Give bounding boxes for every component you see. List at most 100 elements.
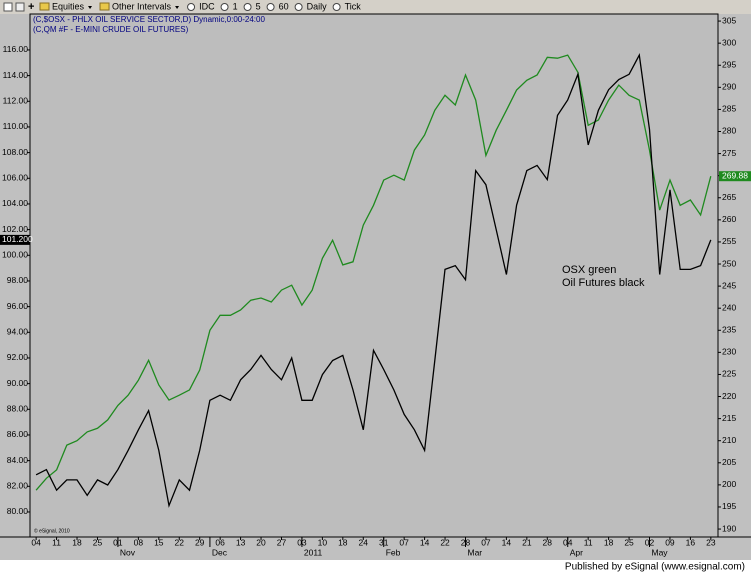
x-tick-label: 20 <box>256 537 266 547</box>
y2-tick-label: 215 <box>722 413 736 423</box>
x-tick-label: 09 <box>665 537 675 547</box>
series-line <box>35 54 712 491</box>
y-tick-label: 98.00 <box>7 275 29 285</box>
x-tick-label: 14 <box>420 537 430 547</box>
y2-tick-label: 275 <box>722 148 736 158</box>
x-tick-label: 04 <box>31 537 41 547</box>
legend-entry: (C,$OSX - PHLX OIL SERVICE SECTOR,D) Dyn… <box>33 15 265 24</box>
y-tick-label: 110.00 <box>3 121 29 131</box>
y2-tick-label: 200 <box>722 479 736 489</box>
x-month-label: Dec <box>212 547 228 557</box>
radio-icon <box>266 3 275 11</box>
legend-entry: (C,QM #F - E-MINI CRUDE OIL FUTURES) <box>33 25 189 34</box>
x-tick-label: 29 <box>195 537 205 547</box>
x-tick-label: 21 <box>522 537 532 547</box>
x-tick-label: 23 <box>706 537 716 547</box>
y2-tick-label: 230 <box>722 347 736 357</box>
y2-tick-label: 210 <box>722 435 736 445</box>
last-value-badge <box>0 234 30 245</box>
y2-tick-label: 280 <box>722 126 736 136</box>
y-tick-label: 114.00 <box>3 70 29 80</box>
last-value-label: 101.200 <box>2 234 33 244</box>
x-tick-label: 25 <box>93 537 103 547</box>
x-tick-label: 18 <box>338 537 348 547</box>
x-tick-label: 07 <box>399 537 409 547</box>
x-tick-label: 08 <box>134 537 144 547</box>
y2-tick-label: 305 <box>722 15 736 25</box>
y-tick-label: 106.00 <box>2 173 28 183</box>
folder-icon <box>39 2 50 11</box>
y-tick-label: 90.00 <box>7 378 29 388</box>
x-month-label: Feb <box>386 547 401 557</box>
x-tick-label: 24 <box>359 537 369 547</box>
annotation: Oil Futures black <box>562 277 645 289</box>
x-tick-label: 13 <box>236 537 246 547</box>
y-tick-label: 82.00 <box>7 481 29 491</box>
x-tick-label: 22 <box>175 537 185 547</box>
x-tick-label: 15 <box>154 537 164 547</box>
last-value-label: 269.88 <box>722 170 748 180</box>
toolbar-item[interactable]: 5 <box>256 1 261 11</box>
toolbar-item[interactable]: Other Intervals <box>112 1 172 11</box>
x-tick-label: 16 <box>686 537 696 547</box>
y-tick-label: 84.00 <box>7 455 29 465</box>
last-value-badge <box>719 171 751 182</box>
y2-tick-label: 240 <box>722 302 736 312</box>
toolbar-item[interactable]: Daily <box>307 1 328 11</box>
radio-icon <box>294 3 303 11</box>
y-tick-label: 108.00 <box>2 147 28 157</box>
y2-tick-label: 260 <box>722 214 736 224</box>
y2-tick-label: 235 <box>722 325 736 335</box>
x-tick-label: 18 <box>72 537 82 547</box>
x-month-label: Mar <box>467 547 482 557</box>
y2-tick-label: 205 <box>722 457 736 467</box>
y-tick-label: 94.00 <box>7 327 29 337</box>
y-tick-label: 80.00 <box>7 506 29 516</box>
y-tick-label: 112.00 <box>3 96 29 106</box>
x-tick-label: 11 <box>584 537 593 547</box>
y2-tick-label: 250 <box>722 258 736 268</box>
annotation: OSX green <box>562 264 616 276</box>
toolbar-items: + Equities Other Intervals IDC 1 5 60 Daily Tick <box>3 1 362 13</box>
y-tick-label: 88.00 <box>7 404 29 414</box>
x-tick-label: 22 <box>440 537 450 547</box>
y-tick-label: 92.00 <box>7 352 29 362</box>
y-tick-label: 100.00 <box>2 250 28 260</box>
radio-icon <box>243 3 252 11</box>
toolbar-item[interactable]: IDC <box>199 1 215 11</box>
dropdown-arrow <box>175 6 180 9</box>
toolbar-item[interactable]: Tick <box>345 1 362 11</box>
toolbar-icon <box>3 2 13 12</box>
x-tick-label: 28 <box>543 537 553 547</box>
y2-tick-label: 220 <box>722 391 736 401</box>
y-tick-label: 104.00 <box>2 198 28 208</box>
watermark: © eSignal, 2010 <box>34 527 70 534</box>
x-month-label: Nov <box>120 547 136 557</box>
x-tick-label: 25 <box>624 537 634 547</box>
toolbar-item[interactable]: 60 <box>279 1 289 11</box>
y2-tick-label: 190 <box>722 523 736 533</box>
toolbar <box>0 0 751 14</box>
toolbar-icon: + <box>28 1 34 13</box>
toolbar-item[interactable]: Equities <box>52 1 85 11</box>
radio-icon <box>187 3 196 11</box>
series-line <box>35 53 712 508</box>
y2-tick-label: 265 <box>722 192 736 202</box>
y2-tick-label: 295 <box>722 59 736 69</box>
y2-tick-label: 300 <box>722 37 736 47</box>
dropdown-arrow <box>88 6 93 9</box>
radio-icon <box>220 3 229 11</box>
toolbar-item[interactable]: 1 <box>233 1 238 11</box>
y-tick-label: 116.00 <box>3 44 29 54</box>
footer-bar <box>0 560 751 573</box>
y2-tick-label: 245 <box>722 280 736 290</box>
radio-icon <box>332 3 341 11</box>
y2-tick-label: 195 <box>722 501 736 511</box>
x-tick-label: 14 <box>502 537 512 547</box>
y-tick-label: 96.00 <box>7 301 29 311</box>
x-month-label: May <box>652 547 669 557</box>
x-month-label: 2011 <box>304 547 323 557</box>
x-tick-label: 11 <box>52 537 61 547</box>
y2-tick-label: 255 <box>722 236 736 246</box>
